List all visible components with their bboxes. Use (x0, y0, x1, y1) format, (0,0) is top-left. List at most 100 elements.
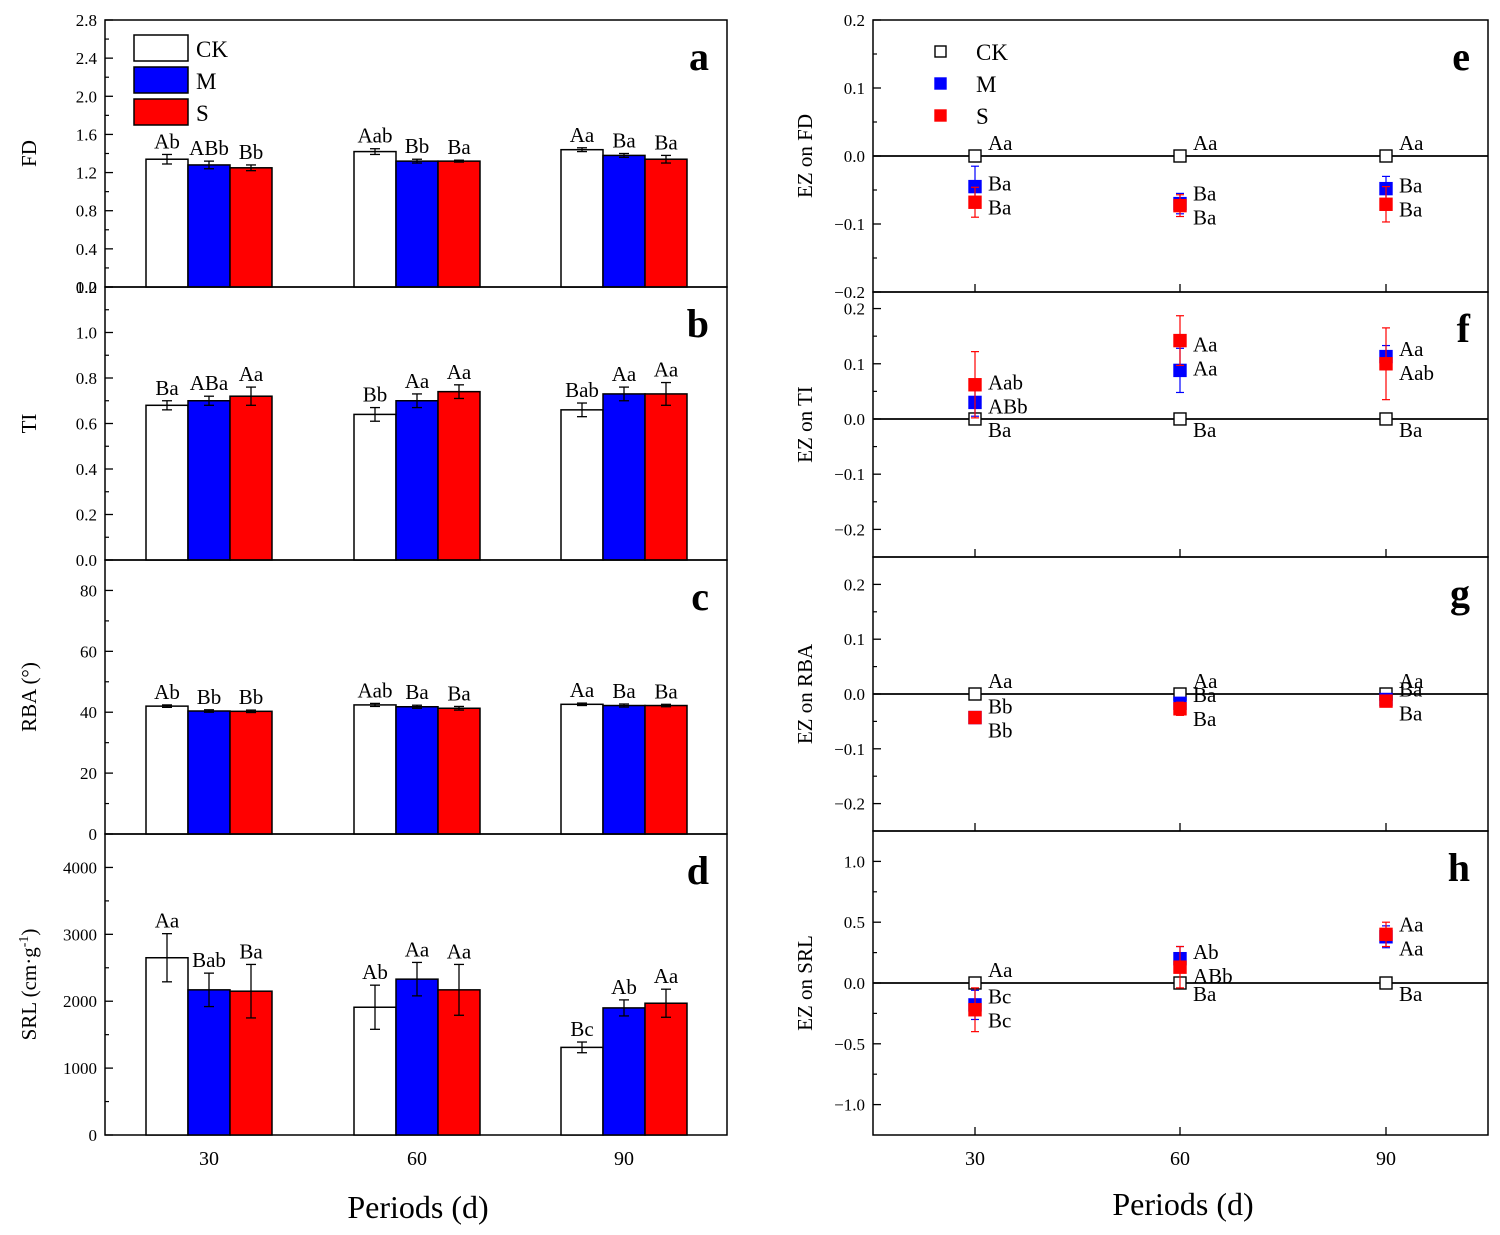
y-tick-label-b: 0.2 (76, 506, 97, 525)
bar-b-CK-90 (560, 409, 604, 561)
data-label-a: Ab (154, 129, 180, 153)
y-axis-title-d: SRL (cm·g-1) (17, 929, 41, 1041)
data-label-f: Aa (1399, 337, 1424, 361)
marker-f-S-60 (1173, 333, 1187, 348)
y-tick-label-e: 0.1 (844, 79, 865, 98)
legend-label-S: S (196, 101, 209, 126)
bar-a-S-60 (437, 160, 481, 288)
bar-b-M-60 (395, 400, 439, 561)
y-tick-label-e: −0.1 (834, 215, 865, 234)
data-label-h: Aa (988, 958, 1013, 982)
marker-f-S-30 (968, 378, 982, 392)
data-label-f: Aab (1399, 361, 1434, 385)
y-tick-label-f: 0.2 (844, 300, 865, 319)
y-axis-title-c: RBA (°) (17, 662, 41, 732)
legend-label-S: S (976, 104, 989, 129)
data-label-c: Ab (154, 680, 180, 704)
bar-a-CK-90 (560, 148, 604, 288)
data-label-h: ABb (1193, 964, 1233, 988)
y-tick-label-d: 4000 (63, 858, 97, 877)
bar-b-M-90 (602, 393, 646, 561)
data-label-d: Aa (155, 909, 180, 933)
data-label-b: Aa (612, 362, 637, 386)
y-tick-label-f: 0.0 (844, 410, 865, 429)
bar-c-CK-60 (353, 704, 397, 835)
y-axis-title-b: TI (17, 414, 41, 434)
bar-d-M-60 (395, 978, 439, 1136)
x-tick-label-d: 30 (199, 1148, 219, 1170)
bar-b-CK-30 (145, 404, 189, 561)
y-tick-label-g: 0.2 (844, 575, 865, 594)
bar-d-M-30 (187, 989, 231, 1136)
y-tick-label-a: 1.2 (76, 164, 97, 183)
data-label-e: Ba (988, 195, 1012, 219)
y-tick-label-g: −0.1 (834, 740, 865, 759)
data-label-e: Aa (1193, 131, 1218, 155)
y-tick-label-g: 0.0 (844, 685, 865, 704)
y-tick-label-d: 2000 (63, 992, 97, 1011)
y-tick-label-b: 1.0 (76, 324, 97, 343)
y-tick-label-b: 0.8 (76, 369, 97, 388)
x-axis-title-left: Periods (d) (347, 1189, 488, 1225)
data-label-b: Aa (405, 369, 430, 393)
data-label-c: Aab (358, 678, 393, 702)
data-label-d: Bc (570, 1017, 593, 1041)
data-label-f: Aa (1193, 332, 1218, 356)
data-label-e: Aa (988, 131, 1013, 155)
marker-f-S-90 (1379, 357, 1393, 371)
y-tick-label-c: 20 (80, 764, 97, 783)
data-label-g: Ba (1399, 677, 1423, 701)
y-tick-label-g: 0.1 (844, 630, 865, 649)
data-label-a: ABb (189, 136, 229, 160)
panel-f: −0.2−0.10.00.10.2EZ on TIfBaAabABbBaAaAa… (793, 291, 1489, 558)
marker-h-CK-90 (1379, 976, 1393, 990)
bar-a-M-90 (602, 154, 646, 288)
data-label-e: Ba (1399, 173, 1423, 197)
bar-c-S-30 (229, 710, 273, 835)
bar-b-CK-60 (353, 413, 397, 561)
marker-f-CK-90 (1379, 412, 1393, 426)
data-label-d: Ab (362, 960, 388, 984)
data-label-f: Ba (1193, 418, 1217, 442)
y-tick-label-a: 0.0 (76, 278, 97, 297)
y-tick-label-d: 1000 (63, 1059, 97, 1078)
y-axis-title-g: EZ on RBA (793, 643, 817, 744)
data-label-a: Ba (612, 129, 636, 153)
bar-c-M-30 (187, 710, 231, 835)
data-label-g: Aa (1193, 669, 1218, 693)
data-label-g: Aa (988, 669, 1013, 693)
bar-b-M-30 (187, 400, 231, 561)
y-tick-label-e: 0.2 (844, 11, 865, 30)
bar-a-M-30 (187, 164, 231, 288)
y-tick-label-h: −0.5 (834, 1035, 865, 1054)
data-label-d: Aa (447, 939, 472, 963)
data-label-c: Bb (239, 685, 264, 709)
y-tick-label-a: 0.4 (76, 240, 98, 259)
marker-f-CK-60 (1173, 412, 1187, 426)
y-tick-label-h: −1.0 (834, 1096, 865, 1115)
data-label-d: Bab (192, 948, 226, 972)
data-label-b: ABa (190, 371, 229, 395)
y-axis-title-f: EZ on TI (793, 386, 817, 463)
data-label-d: Aa (405, 937, 430, 961)
y-tick-label-a: 0.8 (76, 202, 97, 221)
y-tick-label-c: 40 (80, 703, 97, 722)
legend-marker-S (934, 109, 947, 122)
data-label-e: Ba (1399, 197, 1423, 221)
data-label-c: Bb (197, 685, 222, 709)
bar-c-S-90 (644, 704, 688, 835)
marker-e-CK-60 (1173, 149, 1187, 163)
data-label-c: Ba (405, 680, 429, 704)
bar-a-S-30 (229, 167, 273, 288)
data-label-g: Bb (988, 695, 1013, 719)
marker-e-CK-30 (968, 149, 982, 163)
bar-b-S-60 (437, 390, 481, 561)
bar-b-S-30 (229, 395, 273, 561)
y-axis-title-e: EZ on FD (793, 114, 817, 198)
y-tick-label-a: 1.6 (76, 125, 97, 144)
data-label-c: Ba (654, 679, 678, 703)
marker-g-CK-30 (968, 687, 982, 701)
data-label-b: Aa (239, 362, 264, 386)
data-label-e: Aa (1399, 131, 1424, 155)
bar-d-CK-30 (145, 956, 189, 1136)
